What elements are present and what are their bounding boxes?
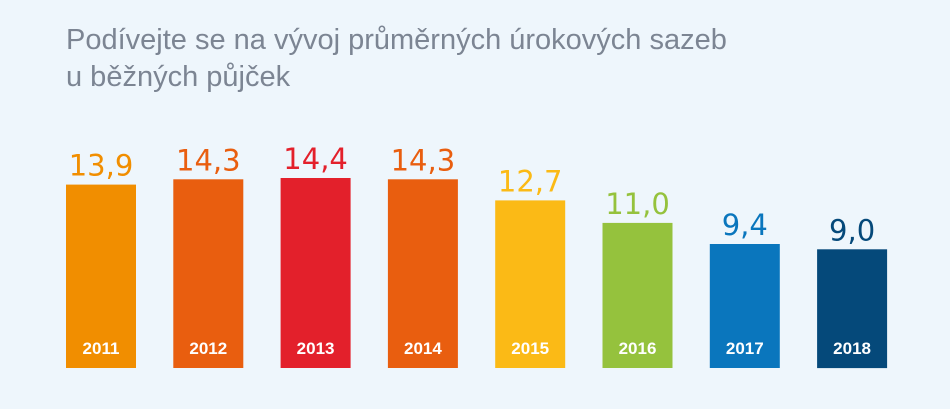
year-label-2012: 2012	[189, 339, 227, 358]
bar-2015	[495, 200, 566, 368]
bar-2014	[387, 179, 458, 368]
bar-2013	[280, 178, 351, 368]
bar-2016	[602, 222, 673, 368]
bar-2018	[817, 249, 888, 369]
value-label-2014: 14,3	[391, 143, 456, 177]
year-label-2014: 2014	[404, 339, 442, 358]
year-label-2016: 2016	[619, 339, 657, 358]
year-label-2018: 2018	[833, 339, 871, 358]
value-label-2013: 14,4	[283, 142, 348, 176]
bar-2012	[173, 179, 244, 368]
value-label-2011: 13,9	[69, 149, 134, 183]
bar-2017	[709, 244, 780, 368]
bar-2011	[66, 184, 136, 368]
year-label-2017: 2017	[726, 339, 764, 358]
chart-title: Podívejte se na vývoj průměrných úrokový…	[66, 22, 727, 96]
value-label-2012: 14,3	[176, 143, 241, 177]
year-label-2011: 2011	[83, 339, 120, 358]
value-label-2017: 9,4	[722, 208, 768, 242]
value-label-2016: 11,0	[605, 187, 670, 221]
value-label-2018: 9,0	[829, 213, 875, 247]
chart-title-line-1: Podívejte se na vývoj průměrných úrokový…	[66, 24, 727, 56]
year-label-2013: 2013	[297, 339, 335, 358]
chart-title-line-2: u běžných půjček	[66, 61, 291, 93]
year-label-2015: 2015	[511, 339, 549, 358]
value-label-2015: 12,7	[498, 164, 563, 198]
